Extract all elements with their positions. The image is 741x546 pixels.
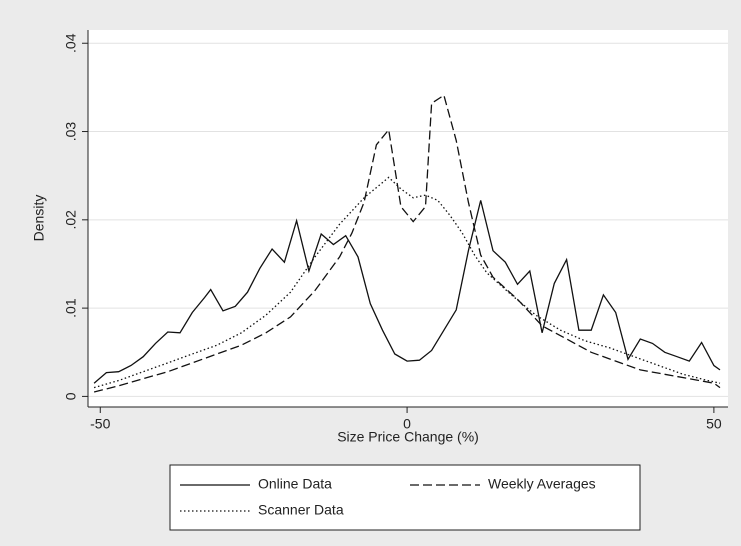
y-tick-label: 0 — [63, 392, 79, 400]
legend-label: Weekly Averages — [488, 476, 596, 492]
series-line — [93, 176, 721, 389]
y-tick-label: .03 — [63, 122, 79, 142]
x-tick-label: 0 — [403, 416, 411, 432]
plot-area — [88, 30, 728, 407]
x-tick-label: -50 — [90, 416, 110, 432]
x-axis-label: Size Price Change (%) — [337, 429, 479, 445]
legend-label: Scanner Data — [258, 502, 344, 518]
y-tick-label: .02 — [63, 210, 79, 230]
legend — [169, 464, 641, 531]
legend-label: Online Data — [258, 476, 332, 492]
y-tick-label: .04 — [63, 33, 79, 53]
x-tick-label: 50 — [706, 416, 722, 432]
y-tick-label: .01 — [63, 298, 79, 318]
y-axis-label: Density — [31, 195, 47, 242]
series-line — [93, 200, 721, 384]
series-line — [93, 94, 721, 393]
